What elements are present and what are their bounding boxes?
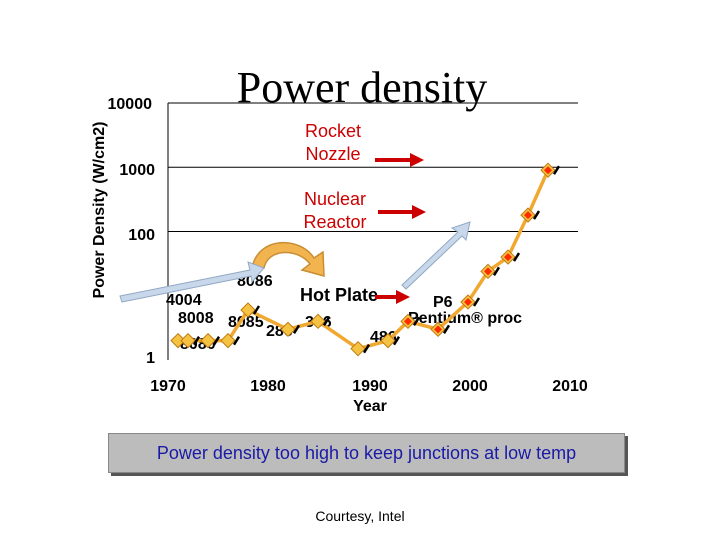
processor-label-8086: 8086 <box>237 273 273 290</box>
data-point-outer <box>500 249 516 265</box>
annotation-nuclear-reactor: Nuclear Reactor <box>290 188 380 234</box>
data-point <box>480 263 501 280</box>
data-point-tick <box>362 344 371 354</box>
annotation-rocket-nozzle: Rocket Nozzle <box>288 120 378 166</box>
data-point-inner <box>484 267 492 276</box>
processor-label-286: 286 <box>266 323 293 340</box>
processor-label-486: 486 <box>370 329 397 346</box>
conclusion-banner: Power density too high to keep junctions… <box>108 433 625 473</box>
y-tick-1: 1 <box>146 350 155 367</box>
data-point-outer <box>540 162 556 178</box>
diagonal-up-arrow-icon <box>401 221 471 290</box>
y-tick-100: 100 <box>128 227 155 244</box>
x-axis-label: Year <box>353 398 387 415</box>
data-point-marker <box>350 340 366 357</box>
data-point <box>540 162 561 178</box>
courtesy-credit: Courtesy, Intel <box>315 508 405 524</box>
data-point-outer <box>460 294 476 310</box>
data-point-inner <box>524 211 532 220</box>
x-tick-1970: 1970 <box>150 378 186 395</box>
y-tick-10000: 10000 <box>107 96 153 113</box>
data-point <box>220 332 241 349</box>
rocket-nozzle-label: Rocket Nozzle <box>304 121 362 164</box>
x-tick-1990: 1990 <box>352 378 388 395</box>
processor-label-8008: 8008 <box>178 310 214 327</box>
data-point-tick <box>472 297 481 307</box>
nuclear-reactor-label: Nuclear Reactor <box>303 189 367 232</box>
slide-title: Power density <box>236 63 488 112</box>
data-point-inner <box>504 253 512 262</box>
rocket-nozzle-arrow-icon <box>375 153 424 167</box>
data-point <box>460 294 481 310</box>
data-point-outer <box>480 263 496 280</box>
y-tick-1000: 1000 <box>119 162 155 179</box>
data-point-tick <box>292 324 301 335</box>
x-tick-1980: 1980 <box>250 378 286 395</box>
processor-label-pentium: Pentium® proc <box>408 310 523 327</box>
x-tick-2000: 2000 <box>452 378 488 395</box>
processor-label-4004: 4004 <box>166 292 202 309</box>
y-axis-label: Power Density (W/cm2) <box>91 121 108 299</box>
data-point-marker <box>220 332 236 349</box>
data-point <box>350 340 371 357</box>
data-point-tick <box>492 266 501 276</box>
x-tick-2010: 2010 <box>552 378 588 395</box>
data-point-inner <box>464 297 472 306</box>
data-point-tick <box>252 305 261 315</box>
data-point-tick <box>532 210 541 220</box>
data-point-inner <box>544 166 552 175</box>
data-point <box>520 207 541 223</box>
data-point-outer <box>520 207 536 223</box>
processor-label-8085: 8085 <box>228 314 264 331</box>
curved-arrow-icon <box>251 241 325 277</box>
data-point-tick <box>512 252 521 262</box>
data-point <box>500 249 521 265</box>
data-point-tick <box>552 165 561 175</box>
processor-label-8080: 8080 <box>180 336 216 353</box>
nuclear-reactor-arrow-icon <box>378 205 426 219</box>
data-point-tick <box>232 335 241 346</box>
hot-plate-label: Hot Plate <box>300 285 379 305</box>
hot-plate-arrow-icon <box>375 290 410 304</box>
processor-label-386: 386 <box>305 314 332 331</box>
